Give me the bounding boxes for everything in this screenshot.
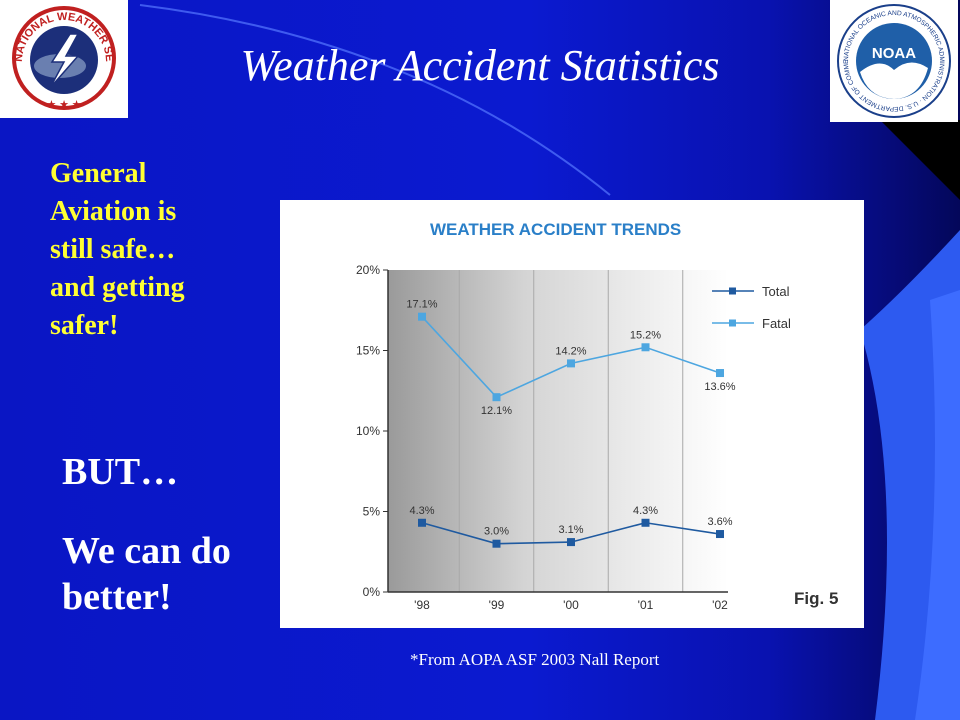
legend-label-total: Total [762, 284, 790, 299]
data-point-fatal [492, 393, 501, 402]
y-tick-label: 15% [356, 344, 380, 358]
x-tick-label: '99 [489, 598, 505, 612]
right-swoosh-highlight [915, 290, 960, 720]
but-text: BUT… [62, 451, 179, 493]
y-tick-label: 0% [363, 585, 381, 599]
data-point-total [567, 538, 575, 547]
source-note: *From AOPA ASF 2003 Nall Report [410, 650, 660, 669]
data-point-total [492, 539, 501, 548]
data-point-total [418, 518, 426, 527]
better-text: We can do better! [62, 528, 272, 621]
data-label: 3.0% [484, 526, 509, 538]
y-tick-label: 5% [363, 505, 381, 519]
data-point-fatal [567, 359, 575, 368]
data-label: 12.1% [481, 405, 512, 417]
tagline-line: still safe… [50, 234, 176, 266]
data-label: 3.6% [707, 516, 732, 528]
data-point-fatal [418, 312, 426, 321]
plot-background [388, 270, 728, 592]
data-point-fatal [716, 369, 724, 378]
data-label: 3.1% [558, 524, 583, 536]
tagline-line: Aviation is [50, 196, 177, 228]
data-label: 4.3% [633, 505, 658, 517]
lightning-icon [49, 33, 80, 89]
legend-marker-fatal [729, 319, 736, 327]
better-line: We can do [62, 530, 231, 572]
data-label: 4.3% [409, 505, 434, 517]
chart-panel: WEATHER ACCIDENT TRENDS 0% 5% 10% 15% 20% '98 '… [280, 200, 864, 628]
noaa-logo-text: NOAA [872, 45, 916, 62]
tagline-line: and getting [50, 272, 185, 304]
tagline-line: safer! [50, 310, 119, 342]
chart-title: WEATHER ACCIDENT TRENDS [430, 220, 681, 239]
slide-title: Weather Accident Statistics [240, 41, 720, 90]
data-label: 14.2% [555, 345, 586, 357]
weather-accident-chart: WEATHER ACCIDENT TRENDS 0% 5% 10% 15% 20% '98 '… [356, 220, 838, 612]
y-tick-label: 20% [356, 263, 380, 277]
right-dark-band [880, 120, 960, 200]
figure-label: Fig. 5 [794, 589, 838, 608]
tagline-line: General [50, 158, 147, 189]
nws-logo: NATIONAL WEATHER SERVICE ★ ★ ★ [0, 0, 128, 118]
data-point-total [716, 530, 724, 539]
y-tick-label: 10% [356, 424, 380, 438]
x-tick-label: '00 [563, 598, 579, 612]
right-swoosh [860, 230, 960, 720]
data-label: 17.1% [406, 299, 437, 311]
x-tick-label: '02 [712, 598, 728, 612]
svg-text:★ ★ ★: ★ ★ ★ [46, 99, 81, 111]
tagline: General Aviation is still safe… and gett… [50, 155, 232, 345]
x-tick-label: '98 [414, 598, 430, 612]
x-tick-label: '01 [638, 598, 654, 612]
data-point-total [641, 518, 650, 527]
legend-marker-total [729, 287, 736, 295]
legend-label-fatal: Fatal [762, 316, 791, 331]
data-label: 15.2% [630, 329, 661, 341]
better-line: better! [62, 576, 172, 619]
noaa-logo: NATIONAL OCEANIC AND ATMOSPHERIC ADMINIS… [830, 0, 958, 122]
data-point-fatal [641, 343, 650, 352]
gull-icon [860, 62, 928, 99]
data-label: 13.6% [704, 381, 735, 393]
